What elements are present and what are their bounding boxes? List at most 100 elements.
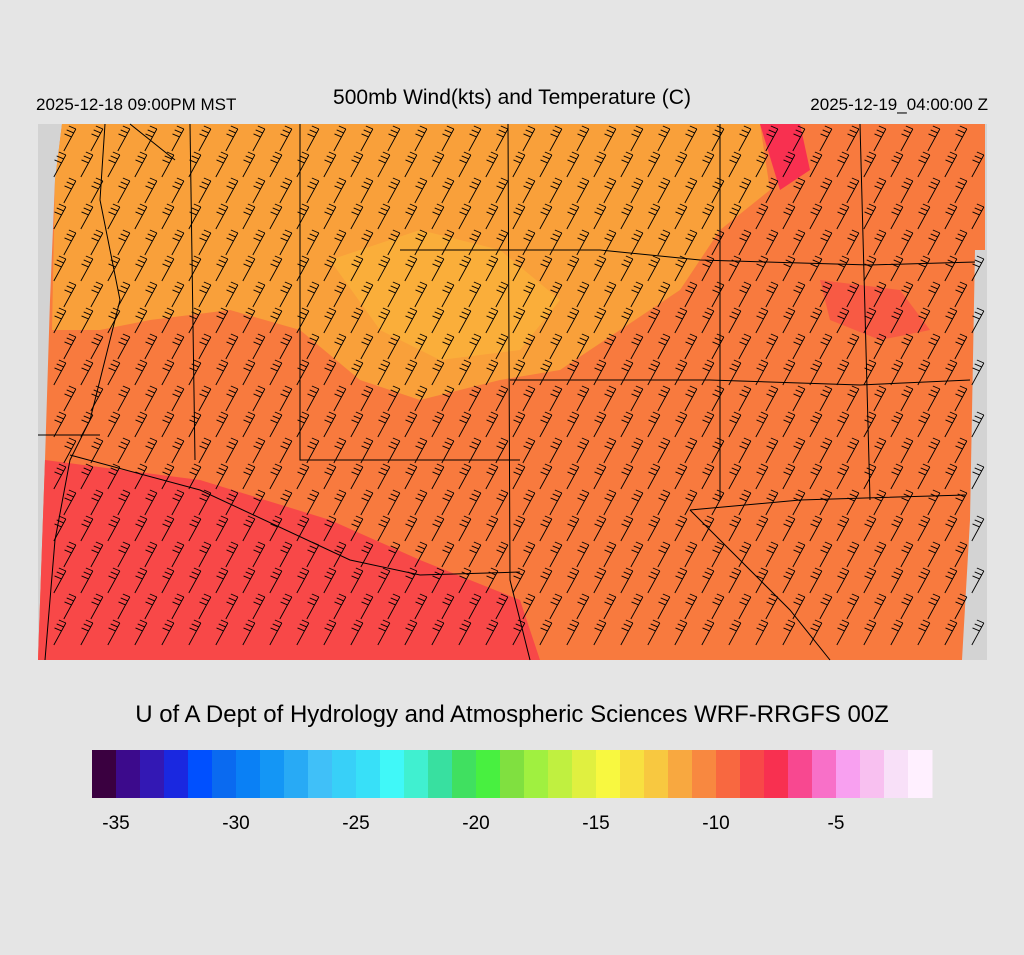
barb-flag: [851, 541, 860, 546]
barb-flag: [716, 437, 725, 442]
barb-flag: [378, 367, 386, 372]
barb-flag: [812, 415, 820, 420]
barb-flag: [760, 411, 769, 416]
barb-flag: [353, 311, 361, 316]
barb-flag: [216, 315, 224, 320]
barb-flag: [648, 159, 656, 164]
barb-shaft: [873, 336, 887, 360]
barb-flag: [851, 385, 860, 390]
barb-flag: [66, 389, 74, 394]
barb-flag: [571, 463, 580, 468]
barb-flag: [390, 337, 398, 342]
barb-flag: [787, 255, 796, 260]
barb-flag: [216, 367, 224, 372]
barb-flag: [662, 333, 671, 338]
barb-flag: [328, 567, 337, 572]
barb-flag: [284, 437, 293, 442]
barb-flag: [594, 471, 602, 476]
barb-flag: [652, 515, 661, 520]
barb-shaft: [944, 622, 958, 646]
barb-flag: [459, 575, 467, 580]
barb-flag: [216, 471, 224, 476]
barb-flag: [581, 541, 590, 546]
barb-flag: [554, 281, 563, 286]
barb-shaft: [171, 388, 185, 412]
barb-shaft: [323, 154, 337, 178]
barb-shaft: [738, 388, 752, 412]
barb-shaft: [296, 206, 310, 230]
barb-flag: [363, 441, 371, 446]
barb-flag: [631, 393, 639, 398]
barb-flag: [245, 415, 253, 420]
barb-flag: [139, 307, 148, 312]
barb-flag: [810, 575, 818, 580]
barb-flag: [498, 181, 506, 186]
barb-flag: [355, 151, 364, 156]
barb-flag: [149, 437, 158, 442]
barb-shaft: [873, 180, 887, 204]
barb-flag: [378, 627, 386, 632]
barb-flag: [147, 337, 155, 342]
barb-shaft: [863, 414, 877, 438]
barb-flag: [444, 545, 452, 550]
barb-shaft: [377, 154, 391, 178]
barb-flag: [201, 285, 209, 290]
barb-flag: [648, 263, 656, 268]
barb-flag: [444, 389, 452, 394]
barb-flag: [498, 441, 506, 446]
barb-flag: [490, 411, 499, 416]
barb-flag: [949, 359, 958, 364]
barb-flag: [822, 233, 830, 238]
barb-flag: [255, 545, 263, 550]
barb-flag: [608, 541, 617, 546]
barb-shaft: [188, 622, 202, 646]
barb-flag: [706, 255, 715, 260]
barb-shaft: [566, 570, 580, 594]
barb-flag: [945, 471, 953, 476]
barb-flag: [328, 307, 337, 312]
barb-shaft: [728, 466, 742, 490]
barb-flag: [297, 523, 305, 528]
barb-flag: [471, 389, 479, 394]
barb-shaft: [279, 544, 293, 568]
barb-flag: [471, 233, 479, 238]
barb-flag: [461, 519, 469, 524]
barb-flag: [496, 549, 504, 554]
barb-shaft: [377, 622, 391, 646]
barb-flag: [324, 419, 332, 424]
barb-flag: [490, 567, 499, 572]
barb-flag: [706, 203, 715, 208]
barb-flag: [328, 463, 337, 468]
barb-shaft: [711, 596, 725, 620]
barb-flag: [247, 151, 256, 156]
barb-flag: [866, 311, 874, 316]
barb-shaft: [134, 154, 148, 178]
barb-shaft: [890, 622, 904, 646]
barb-flag: [959, 489, 968, 494]
barb-flag: [675, 627, 683, 632]
barb-flag: [280, 341, 288, 346]
barb-flag: [650, 623, 658, 628]
barb-flag: [976, 359, 985, 364]
barb-flag: [139, 515, 148, 520]
barb-flag: [85, 619, 94, 624]
barb-flag: [633, 493, 641, 498]
barb-flag: [868, 151, 877, 156]
barb-flag: [58, 359, 67, 364]
barb-flag: [756, 367, 764, 372]
barb-flag: [324, 471, 332, 476]
barb-flag: [405, 419, 413, 424]
barb-flag: [849, 285, 857, 290]
barb-shaft: [900, 388, 914, 412]
barb-flag: [193, 515, 202, 520]
barb-shaft: [333, 180, 347, 204]
barb-flag: [716, 333, 725, 338]
barb-flag: [108, 367, 116, 372]
barb-flag: [382, 359, 391, 364]
barb-flag: [604, 549, 612, 554]
barb-flag: [820, 497, 828, 502]
barb-flag: [247, 255, 256, 260]
barb-flag: [527, 593, 536, 598]
barb-flag: [743, 593, 752, 598]
barb-flag: [270, 211, 278, 216]
